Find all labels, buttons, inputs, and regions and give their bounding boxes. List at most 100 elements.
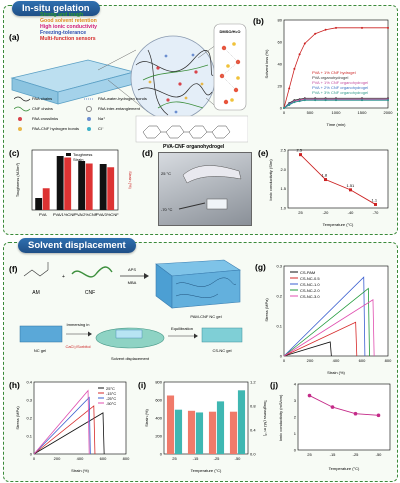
b-point [361,26,363,29]
e-xlabel: Temperature (°C) [323,222,354,227]
d-temp-25: 25 °C [161,171,172,176]
panel-c-chart: Toughness (MJ/m³) Strain (%) PVA PVA/1%CN… [15,149,133,217]
d-temp-minus70: -70 °C [161,207,173,212]
f-cs-nc-gel: CS-NC gel [212,348,231,353]
b-point [361,99,363,102]
b-point [293,67,296,70]
g-ytick-label: 0.1 [276,324,282,329]
h-xtick-label: 400 [77,456,84,461]
i-ytick-label: 800 [155,380,162,385]
j-point [330,405,335,409]
h-xtick-label: 200 [54,456,61,461]
b-point [298,53,301,56]
h-legend-label: 25°C [106,386,115,391]
e-ytick-label: 2.0 [280,167,286,172]
e-series-line [300,154,376,205]
panel-j-label: (j) [270,380,279,390]
c-bar-toughness [56,156,64,210]
c-bar-strain [107,167,115,210]
panel-e-label: (e) [258,148,269,158]
solvent-displacement-title: Solvent displacement [18,238,136,253]
h-legend-label: -50°C [106,401,116,406]
i-xlabel: Temperature (°C) [191,468,222,473]
b-ylabel: Solvent loss (%) [264,49,269,79]
j-xtick-label: 25 [307,452,312,457]
b-point [288,87,291,90]
f-immersing: Immersing in [67,322,90,327]
i-y2tick-label: 0.4 [250,428,256,433]
h-series-line [33,405,96,455]
h-xlabel: Strain (%) [71,468,89,473]
b-point [335,99,337,102]
g-legend-label: CS-NC-3.0 [300,294,320,299]
b-xtick-label: 500 [307,110,314,115]
panel-h-chart: Stress (MPa) Strain (%) 0 200 400 600 800 0 0.… [15,380,130,474]
i-bar-toughness [195,412,204,454]
panel-i-chart: Strain (%) Toughness (MJ m⁻³) Temperatur… [144,380,268,474]
c-xtick-label: PVA/2%CNF [74,212,97,217]
i-ytick-label: 400 [155,416,162,421]
panel-f-label: (f) [9,264,18,274]
b-point [298,100,301,103]
c-ylabel: Toughness (MJ/m³) [15,162,20,197]
i-y2label: Toughness (MJ m⁻³) [263,400,268,437]
h-ylabel: Stress (MPa) [15,406,20,430]
i-ytick-label: 200 [155,434,162,439]
b-point [335,26,337,29]
panel-d-photo: PVA-CNF organohydrogel 25 °C -70 °C [158,144,252,226]
legend-pva-entanglement: PAA inter-entanglement [98,106,140,111]
panel-e-chart: Ionic conductivity (S/m) Temperature (°C… [268,148,389,227]
svg-text:+: + [62,274,65,280]
b-xtick-label: 1500 [358,110,368,115]
b-ytick-label: 20 [278,84,283,89]
b-point [314,32,317,35]
g-ytick-label: 0 [280,354,283,359]
legend-cnf-chains: CNF chains [32,106,53,111]
property-5: Multi-function sensors [40,36,96,42]
i-bar-strain [208,411,217,454]
c-xtick-label: PVA/3%CNF [96,212,119,217]
j-ytick-label: 1 [294,431,297,436]
i-xtick-label: -15 [193,456,200,461]
c-bar-toughness [35,198,43,210]
b-ytick-label: 80 [278,18,283,23]
i-bar-strain [166,395,175,454]
g-ytick-label: 0.3 [276,264,282,269]
e-data-label: 1.8 [322,173,328,178]
f-aps: APS [128,267,136,272]
b-series-line [283,99,388,109]
g-xlabel: Strain (%) [327,370,345,375]
panel-b-label: (b) [253,16,264,26]
i-y2tick-label: 1.2 [250,380,256,385]
b-ytick-label: 60 [278,40,283,45]
b-xtick-label: 2000 [384,110,394,115]
b-point [314,99,317,102]
b-point [387,26,389,29]
panel-a-legend: PAA chains CNF chains PAA crosslinks PAA… [14,95,214,135]
e-ylabel: Ionic conductivity (S/m) [268,159,273,201]
c-legend-toughness: Toughness [73,152,92,157]
c-bar-toughness [78,161,86,210]
e-point [324,178,327,182]
h-xtick-label: 600 [100,456,107,461]
f-nc-gel-label: NC gel [34,348,46,353]
f-am-label: AM [32,290,40,296]
b-legend-1: PVA + 1% CNF hydrogel [312,70,356,75]
h-series-line [33,396,91,455]
panel-a-label: (a) [9,32,20,42]
e-data-label: 1.1 [372,197,378,202]
b-legend-5: PVA + 3% CNF organohydrogel [312,90,369,95]
b-xtick-label: 1000 [332,110,342,115]
b-legend-2: PVA organohydrogel [312,75,349,80]
i-y2tick-label: 0.0 [250,452,256,457]
e-xtick-label: -70 [373,210,380,215]
legend-pva-chains: PAA chains [32,96,53,101]
panel-f-schematic: AM + CNF APS MBA PAM-CNF NC gel NC gel I… [19,259,243,361]
e-point [374,202,377,206]
g-series-line [283,276,366,357]
b-series-line [283,27,388,109]
g-ylabel: Stress (MPa) [264,298,269,322]
c-legend-strain: Strain [73,157,83,162]
j-ytick-label: 3 [294,398,297,403]
e-xtick-label: 25 [298,210,303,215]
